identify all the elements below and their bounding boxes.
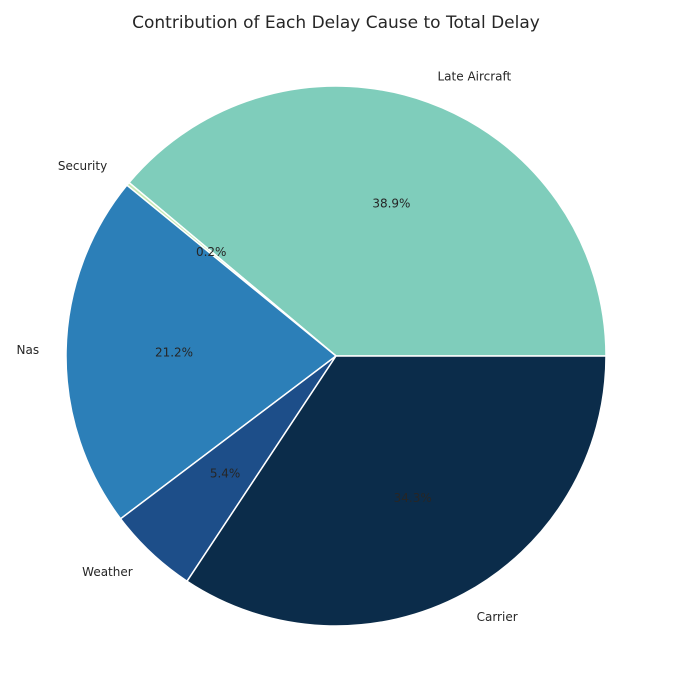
pie-slices: [65, 85, 607, 627]
pie-labels: Late Aircraft 38.9% Security 0.2% Nas 21.2% We…: [17, 69, 518, 624]
slice-label-nas: Nas: [17, 343, 40, 357]
pie-slice-nas: [65, 184, 338, 520]
percent-label-security: 0.2%: [196, 245, 227, 259]
slice-label-late-aircraft: Late Aircraft: [438, 69, 512, 83]
pie-slice-carrier: [186, 355, 607, 627]
percent-label-late-aircraft: 38.9%: [372, 196, 410, 210]
pie-slice-late-aircraft: [127, 85, 607, 357]
percent-label-nas: 21.2%: [155, 345, 193, 359]
percent-label-carrier: 34.3%: [394, 491, 432, 505]
percent-label-weather: 5.4%: [210, 467, 241, 481]
chart-title: Contribution of Each Delay Cause to Tota…: [132, 13, 540, 33]
slice-label-carrier: Carrier: [477, 610, 518, 624]
slice-label-weather: Weather: [82, 565, 133, 579]
slice-label-security: Security: [58, 159, 107, 173]
